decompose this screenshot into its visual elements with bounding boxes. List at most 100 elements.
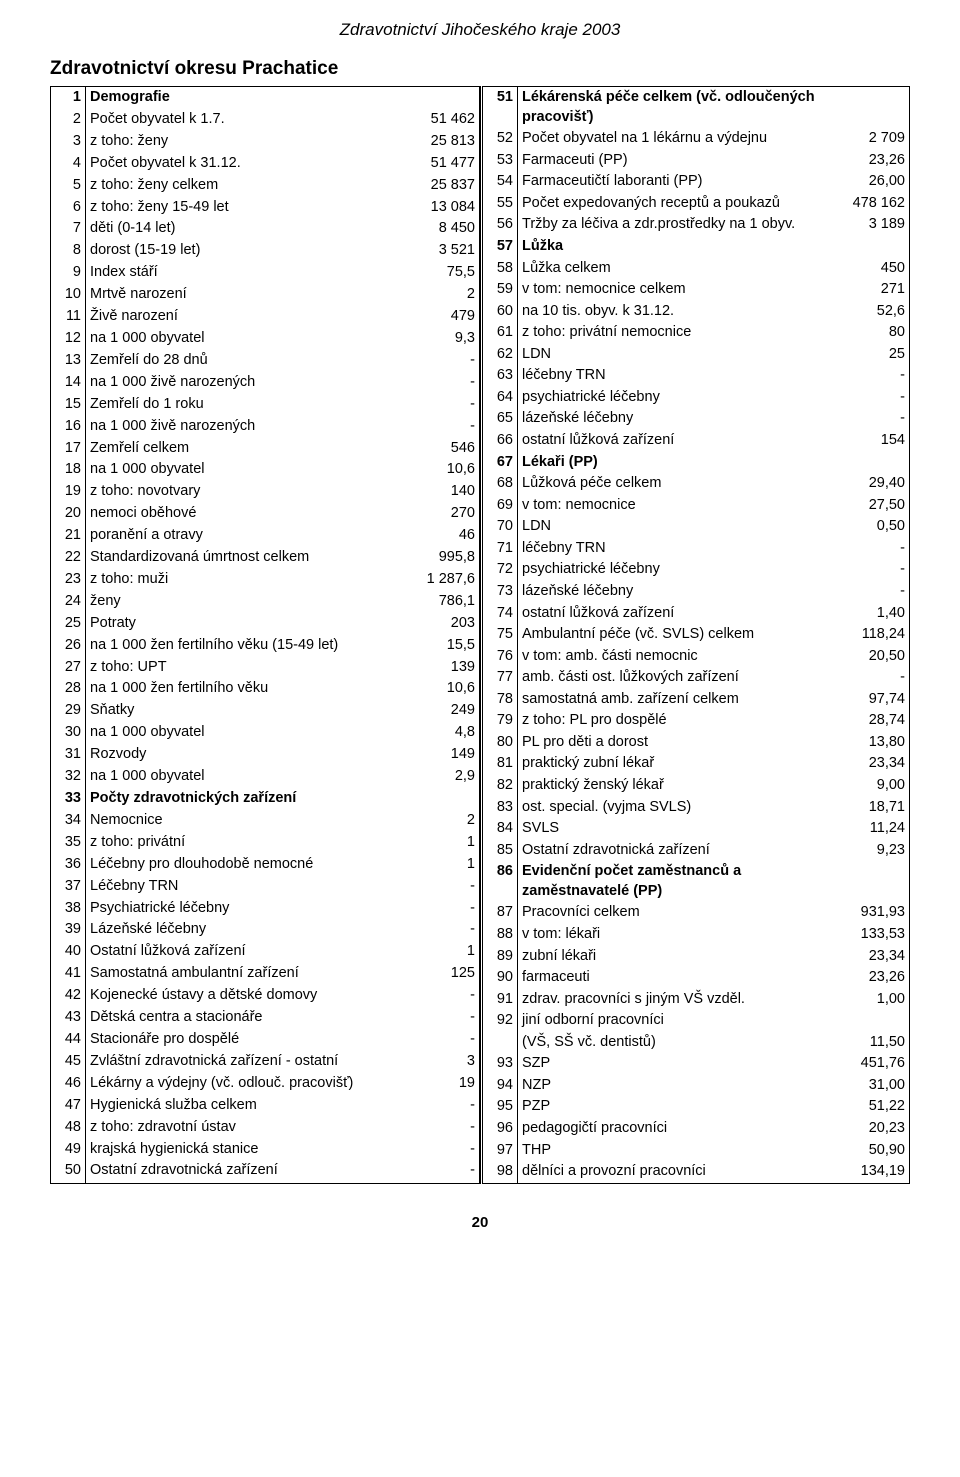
row-label: Hygienická služba celkem	[86, 1095, 400, 1117]
row-value: 11,24	[829, 818, 910, 840]
row-value: 25	[829, 344, 910, 366]
table-row: 80PL pro děti a dorost13,80	[482, 732, 910, 754]
row-value: 479	[399, 306, 480, 328]
row-label: Index stáří	[86, 262, 400, 284]
row-value: 2	[399, 284, 480, 306]
row-value: -	[399, 1139, 480, 1161]
row-value: 52,6	[829, 301, 910, 323]
table-row: 61z toho: privátní nemocnice80	[482, 322, 910, 344]
table-row: 39Lázeňské léčebny-	[51, 919, 480, 941]
row-value: -	[399, 919, 480, 941]
row-label: amb. části ost. lůžkových zařízení	[518, 667, 830, 689]
table-row: 32na 1 000 obyvatel2,9	[51, 766, 480, 788]
row-value: 451,76	[829, 1053, 910, 1075]
row-value: 270	[399, 503, 480, 525]
row-number: 16	[51, 416, 86, 438]
table-row: 43Dětská centra a stacionáře-	[51, 1007, 480, 1029]
row-label: Potraty	[86, 613, 400, 635]
row-label: Stacionáře pro dospělé	[86, 1029, 400, 1051]
row-number: 40	[51, 941, 86, 963]
table-row: 21poranění a otravy46	[51, 525, 480, 547]
row-value: 10,6	[399, 459, 480, 481]
row-number: 82	[482, 775, 518, 797]
row-label: z toho: zdravotní ústav	[86, 1117, 400, 1139]
row-label: zdrav. pracovníci s jiným VŠ vzděl.	[518, 989, 830, 1011]
row-value: -	[829, 408, 910, 430]
row-label: z toho: UPT	[86, 657, 400, 679]
row-number: 25	[51, 613, 86, 635]
table-row: 2Počet obyvatel k 1.7.51 462	[51, 109, 480, 131]
row-label: Lůžka celkem	[518, 258, 830, 280]
page-number: 20	[50, 1214, 910, 1231]
row-number: 92	[482, 1010, 518, 1032]
row-number: 48	[51, 1117, 86, 1139]
row-number: 81	[482, 753, 518, 775]
row-label: Demografie	[86, 87, 400, 109]
row-number: 34	[51, 810, 86, 832]
row-label: z toho: ženy celkem	[86, 175, 400, 197]
row-label: psychiatrické léčebny	[518, 559, 830, 581]
row-number: 9	[51, 262, 86, 284]
row-label: Lůžka	[518, 236, 830, 258]
row-number: 22	[51, 547, 86, 569]
table-row: (VŠ, SŠ vč. dentistů)11,50	[482, 1032, 910, 1054]
table-row: 62LDN25	[482, 344, 910, 366]
row-label: PZP	[518, 1096, 830, 1118]
row-label: jiní odborní pracovníci	[518, 1010, 830, 1032]
row-label: z toho: muži	[86, 569, 400, 591]
row-value: 1	[399, 941, 480, 963]
row-value: 18,71	[829, 797, 910, 819]
table-row: 85Ostatní zdravotnická zařízení9,23	[482, 840, 910, 862]
row-number: 66	[482, 430, 518, 452]
table-row: 20nemoci oběhové270	[51, 503, 480, 525]
row-number: 53	[482, 150, 518, 172]
table-row: 37Léčebny TRN-	[51, 876, 480, 898]
table-row: 71léčebny TRN-	[482, 538, 910, 560]
table-row: 47Hygienická služba celkem-	[51, 1095, 480, 1117]
row-number: 51	[482, 87, 518, 129]
table-row: 81praktický zubní lékař23,34	[482, 753, 910, 775]
table-row: 69v tom: nemocnice27,50	[482, 495, 910, 517]
table-row: 15Zemřelí do 1 roku-	[51, 394, 480, 416]
row-number: 85	[482, 840, 518, 862]
row-number: 70	[482, 516, 518, 538]
row-number: 83	[482, 797, 518, 819]
table-row: 12na 1 000 obyvatel9,3	[51, 328, 480, 350]
row-label: zubní lékaři	[518, 946, 830, 968]
row-number: 52	[482, 128, 518, 150]
table-row: 92jiní odborní pracovníci	[482, 1010, 910, 1032]
row-label: lázeňské léčebny	[518, 408, 830, 430]
table-row: 52Počet obyvatel na 1 lékárnu a výdejnu2…	[482, 128, 910, 150]
row-number: 23	[51, 569, 86, 591]
row-value	[829, 452, 910, 474]
row-value: 1	[399, 832, 480, 854]
row-label: Počet expedovaných receptů a poukazů	[518, 193, 830, 215]
row-value: -	[399, 985, 480, 1007]
row-label: na 1 000 žen fertilního věku	[86, 678, 400, 700]
row-value: -	[829, 365, 910, 387]
row-value: 23,34	[829, 753, 910, 775]
table-row: 79z toho: PL pro dospělé28,74	[482, 710, 910, 732]
row-value: -	[399, 394, 480, 416]
table-row: 38Psychiatrické léčebny-	[51, 898, 480, 920]
row-value: 9,3	[399, 328, 480, 350]
row-value: -	[399, 876, 480, 898]
row-value: 154	[829, 430, 910, 452]
row-value	[829, 1010, 910, 1032]
table-row: 89zubní lékaři23,34	[482, 946, 910, 968]
row-value: 1,00	[829, 989, 910, 1011]
row-number: 98	[482, 1161, 518, 1183]
table-row: 1Demografie	[51, 87, 480, 109]
row-number: 39	[51, 919, 86, 941]
row-value: 118,24	[829, 624, 910, 646]
row-value: 27,50	[829, 495, 910, 517]
table-row: 9Index stáří75,5	[51, 262, 480, 284]
row-number: 44	[51, 1029, 86, 1051]
row-number: 2	[51, 109, 86, 131]
row-number: 31	[51, 744, 86, 766]
table-row: 36Léčebny pro dlouhodobě nemocné1	[51, 854, 480, 876]
table-row: 55Počet expedovaných receptů a poukazů47…	[482, 193, 910, 215]
table-row: 17Zemřelí celkem546	[51, 438, 480, 460]
table-row: 34Nemocnice2	[51, 810, 480, 832]
row-label: Léčebny pro dlouhodobě nemocné	[86, 854, 400, 876]
